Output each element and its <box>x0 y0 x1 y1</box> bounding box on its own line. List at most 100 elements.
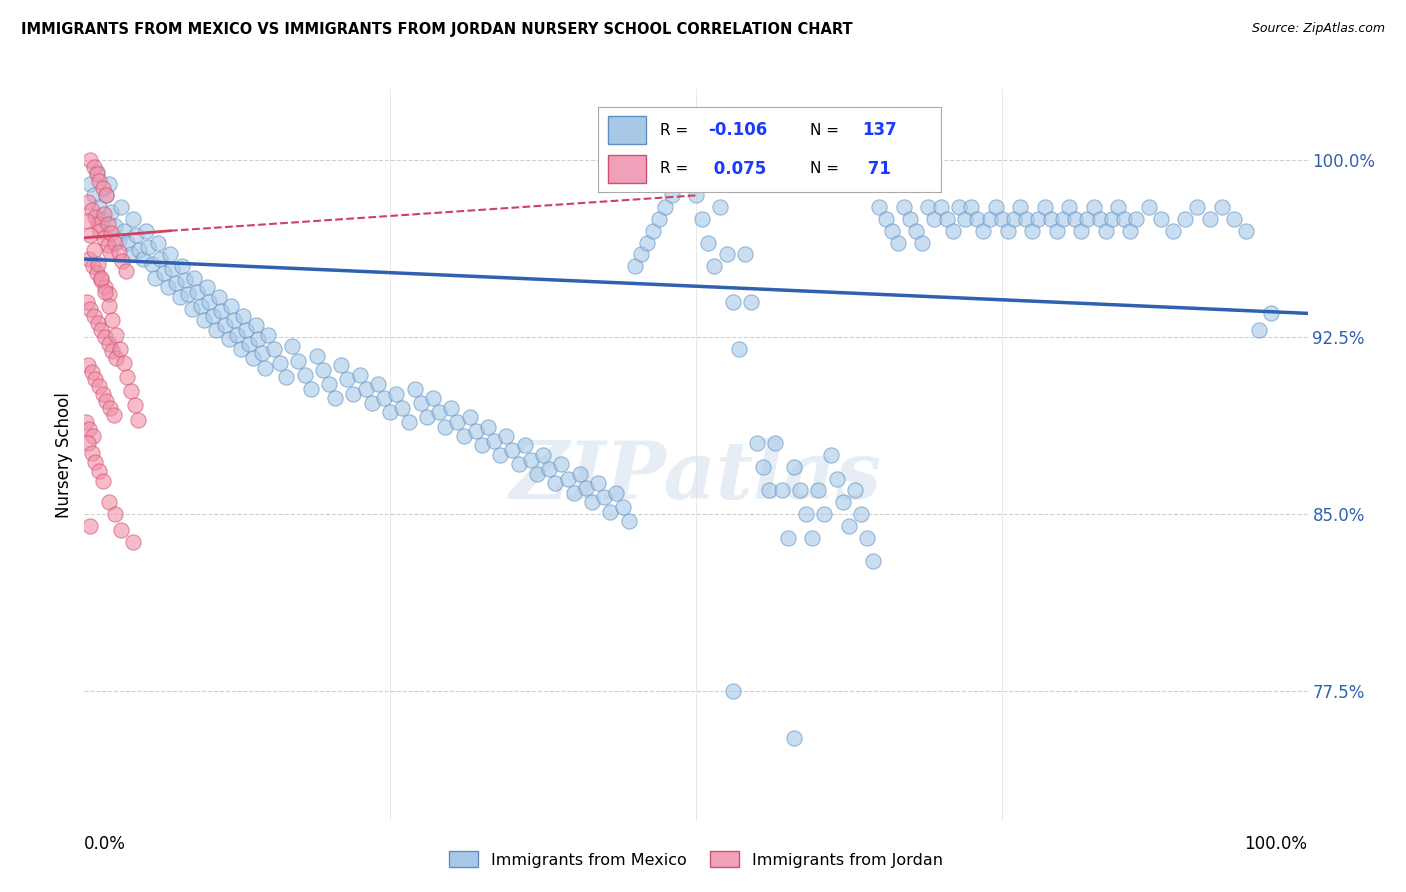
Point <box>235 323 257 337</box>
Point <box>100 205 122 219</box>
Point <box>107 233 129 247</box>
Point <box>654 200 676 214</box>
Point <box>263 342 285 356</box>
Point <box>721 294 744 309</box>
Point <box>79 153 101 167</box>
Point <box>181 301 204 316</box>
Point <box>953 211 976 226</box>
Point <box>367 377 389 392</box>
Point <box>630 247 652 261</box>
Point <box>205 323 228 337</box>
Point <box>103 408 125 422</box>
Point <box>624 259 647 273</box>
Point <box>91 181 114 195</box>
Legend: Immigrants from Mexico, Immigrants from Jordan: Immigrants from Mexico, Immigrants from … <box>449 851 943 868</box>
Point <box>825 471 848 485</box>
Point <box>807 483 830 498</box>
Point <box>416 410 439 425</box>
Point <box>110 200 132 214</box>
Point <box>96 188 118 202</box>
Point <box>83 309 105 323</box>
Point <box>1174 211 1197 226</box>
Point <box>789 483 811 498</box>
Point <box>153 266 176 280</box>
Point <box>776 531 799 545</box>
Point <box>86 266 108 280</box>
Point <box>1033 200 1056 214</box>
Point <box>86 165 108 179</box>
Point <box>526 467 548 481</box>
Point <box>458 410 481 425</box>
Point <box>190 299 212 313</box>
Point <box>97 238 120 252</box>
Point <box>90 323 112 337</box>
Point <box>869 200 891 214</box>
Point <box>173 273 195 287</box>
Point <box>709 200 731 214</box>
Point <box>1010 200 1032 214</box>
Point <box>294 368 316 382</box>
Point <box>685 188 707 202</box>
Point <box>581 495 603 509</box>
Point <box>90 273 112 287</box>
Point <box>520 452 543 467</box>
Point <box>90 271 112 285</box>
Point <box>979 211 1001 226</box>
Point <box>299 382 322 396</box>
Point <box>1125 211 1147 226</box>
Point <box>177 287 200 301</box>
Point <box>924 211 946 226</box>
Point <box>104 235 127 250</box>
Point <box>229 342 252 356</box>
Point <box>844 483 866 498</box>
Point <box>80 202 103 217</box>
Point <box>125 228 148 243</box>
Point <box>201 309 224 323</box>
Point <box>1198 211 1220 226</box>
Point <box>115 370 138 384</box>
Point <box>245 318 267 333</box>
Point <box>1101 211 1123 226</box>
Point <box>208 290 231 304</box>
Point <box>557 471 579 485</box>
Point <box>100 226 122 240</box>
Point <box>77 252 100 266</box>
Point <box>77 422 100 436</box>
Point <box>226 327 249 342</box>
Point <box>893 200 915 214</box>
Point <box>87 465 110 479</box>
Point <box>91 474 114 488</box>
Point <box>97 299 120 313</box>
Point <box>972 224 994 238</box>
Point <box>489 448 512 462</box>
Point <box>427 405 450 419</box>
Point <box>1070 224 1092 238</box>
Point <box>89 224 111 238</box>
Point <box>97 337 120 351</box>
Point <box>862 554 884 568</box>
Point <box>446 415 468 429</box>
FancyBboxPatch shape <box>609 154 647 183</box>
Text: 100.0%: 100.0% <box>1244 835 1308 853</box>
Point <box>107 245 129 260</box>
Point <box>101 344 124 359</box>
Point <box>464 425 486 439</box>
Point <box>1107 200 1129 214</box>
Point <box>984 200 1007 214</box>
Point <box>820 448 842 462</box>
Text: N =: N = <box>810 161 845 177</box>
Point <box>354 382 377 396</box>
Point <box>198 294 221 309</box>
Point <box>112 224 135 238</box>
Point <box>91 386 114 401</box>
Point <box>605 485 627 500</box>
Point <box>349 368 371 382</box>
Point <box>79 177 101 191</box>
Point <box>513 438 536 452</box>
Point <box>422 392 444 406</box>
Point <box>942 224 965 238</box>
Point <box>136 240 159 254</box>
Point <box>149 252 172 266</box>
Point <box>112 356 135 370</box>
Point <box>765 436 787 450</box>
